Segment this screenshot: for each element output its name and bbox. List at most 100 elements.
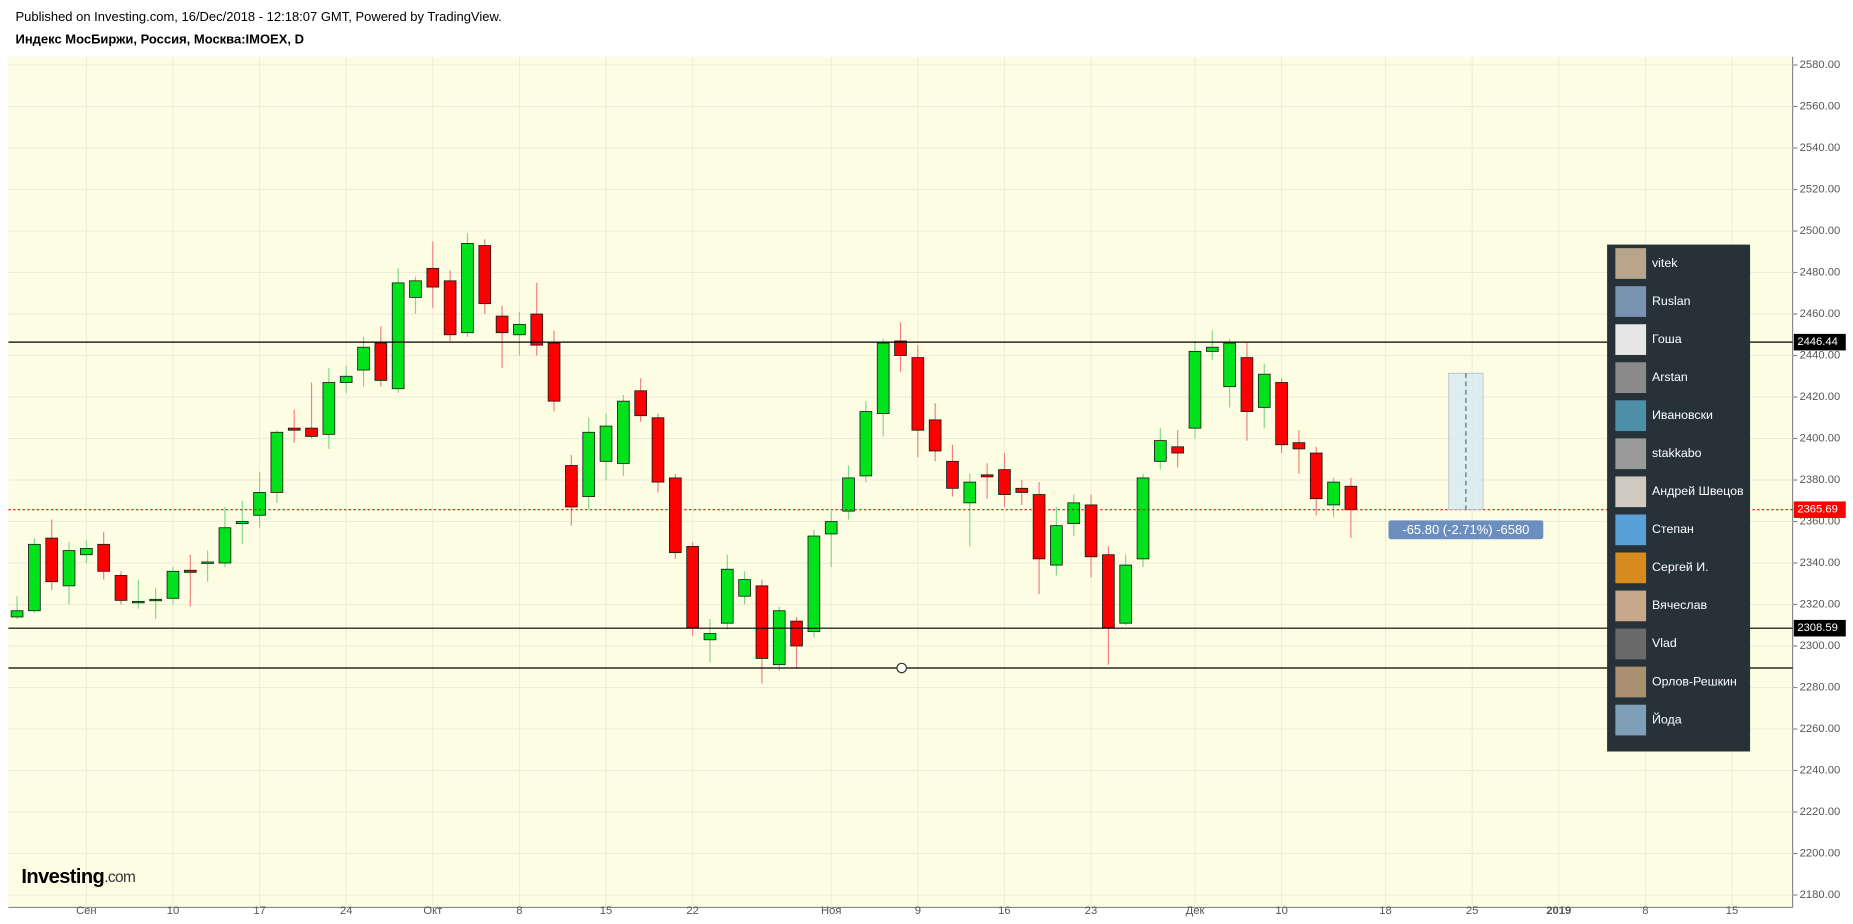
candle-body [755, 585, 769, 659]
user-avatar[interactable] [1615, 324, 1647, 355]
y-tick-label: 2360.00 [1800, 515, 1841, 527]
x-tick-label: 17 [253, 905, 265, 917]
user-name[interactable]: stakkabo [1652, 446, 1702, 460]
candle-body [270, 431, 284, 493]
candle-body [10, 610, 24, 618]
price-label: 2308.59 [1797, 622, 1838, 634]
candle-body [97, 543, 111, 572]
logo: Investing.com [21, 866, 135, 888]
x-tick-label: 23 [1085, 905, 1097, 917]
x-tick-label: Сен [76, 905, 97, 917]
candle-body [772, 610, 786, 666]
candle-body [478, 245, 492, 305]
candle-body [894, 340, 907, 356]
candle-body [426, 267, 440, 288]
measure-label: -65.80 (-2.71%) -6580 [1402, 522, 1529, 537]
user-avatar[interactable] [1615, 286, 1647, 317]
candle-body [530, 313, 544, 346]
last-price-label: 2365.69 [1797, 504, 1838, 516]
x-tick-label: Дек [1186, 905, 1205, 917]
user-panel: vitek Ruslan Гоша Arstan Ивановски stakkabo Ан… [1607, 244, 1751, 752]
user-name[interactable]: Гоша [1652, 332, 1682, 346]
user-name[interactable]: vitek [1652, 256, 1678, 270]
x-tick-label: 10 [167, 905, 179, 917]
user-name[interactable]: Йода [1652, 711, 1682, 726]
candle-body [1102, 554, 1115, 628]
logo-suffix: .com [104, 869, 135, 886]
candle-body [963, 481, 977, 504]
user-name[interactable]: Сергей И. [1652, 560, 1709, 574]
user-name[interactable]: Степан [1652, 522, 1694, 536]
candle-body [287, 427, 301, 431]
user-avatar[interactable] [1615, 666, 1647, 698]
user-avatar[interactable] [1615, 628, 1647, 660]
candle-body [183, 569, 197, 573]
user-name[interactable]: Ruslan [1652, 294, 1691, 308]
x-tick-label: 25 [1466, 905, 1478, 917]
candle-body [322, 382, 336, 435]
candle-body [547, 342, 561, 402]
candle-body [80, 548, 93, 556]
user-name[interactable]: Орлов-Решкин [1652, 674, 1737, 688]
candle-body [1067, 502, 1081, 525]
chart-layer: 2180.00 2200.00 2220.00 2240.00 2260.00 2280.… [8, 56, 1846, 917]
last-price-box [1793, 501, 1846, 518]
user-avatar[interactable] [1615, 400, 1647, 432]
user-avatar[interactable] [1615, 438, 1647, 470]
y-tick-label: 2260.00 [1800, 723, 1841, 735]
user-name[interactable]: Vlad [1652, 636, 1677, 650]
user-avatar[interactable] [1615, 552, 1647, 584]
candle-body [1032, 494, 1046, 560]
candle-body [374, 342, 388, 381]
y-tick-label: 2220.00 [1800, 806, 1841, 818]
user-name[interactable]: Вячеслав [1652, 598, 1707, 612]
candle-body [842, 477, 855, 512]
candle-body [305, 427, 318, 437]
user-avatar[interactable] [1615, 704, 1647, 736]
candle-body [1327, 481, 1340, 506]
candle-body [738, 579, 751, 597]
user-name[interactable]: Андрей Швецов [1652, 484, 1744, 498]
line-anchor [896, 662, 908, 674]
y-tick-label: 2300.00 [1800, 640, 1841, 652]
user-avatar[interactable] [1615, 590, 1647, 622]
candle-body [928, 419, 942, 452]
candle-body [686, 545, 699, 628]
candle-body [391, 282, 405, 390]
user-avatar[interactable] [1615, 362, 1647, 393]
user-avatar[interactable] [1615, 476, 1647, 508]
y-tick-label: 2480.00 [1800, 266, 1841, 278]
user-avatar[interactable] [1615, 248, 1647, 279]
x-tick-label: 9 [915, 905, 921, 917]
candle-body [253, 492, 266, 516]
candle-body [617, 400, 630, 464]
candle-body [651, 417, 665, 483]
y-tick-label: 2380.00 [1800, 474, 1841, 486]
plot-background [8, 56, 1793, 908]
user-name[interactable]: Arstan [1652, 370, 1688, 384]
y-tick-label: 2400.00 [1800, 432, 1841, 444]
price-label: 2446.44 [1797, 336, 1838, 348]
user-name[interactable]: Ивановски [1652, 408, 1713, 422]
user-avatar[interactable] [1615, 514, 1647, 546]
x-tick-label: 22 [686, 905, 698, 917]
x-tick-label: 8 [516, 905, 522, 917]
candle-body [1136, 477, 1150, 560]
candle-body [1050, 525, 1063, 566]
candle-body [461, 243, 474, 334]
candle-body [1275, 382, 1288, 446]
logo-main: Investing [21, 866, 104, 888]
price-axis-background [1792, 56, 1853, 908]
x-tick-label: 15 [600, 905, 612, 917]
candle-body [45, 537, 59, 583]
y-tick-label: 2280.00 [1800, 681, 1841, 693]
x-tick-label: Окт [423, 905, 442, 917]
candle-body [998, 469, 1011, 495]
x-tick-label: 24 [340, 905, 352, 917]
candle-body [1292, 442, 1306, 450]
candle-body [980, 474, 994, 478]
candle-body [807, 535, 821, 632]
candle-body [513, 323, 526, 336]
candle-body [28, 543, 41, 612]
